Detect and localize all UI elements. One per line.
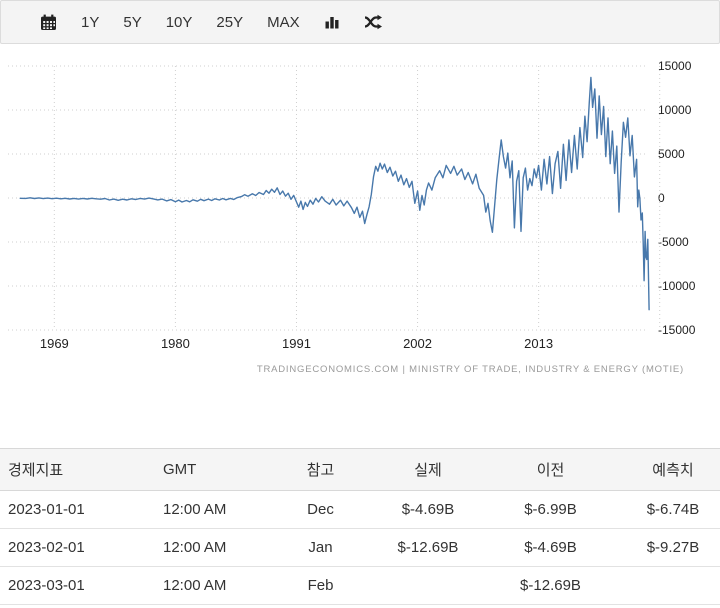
table-cell: $-4.69B — [368, 490, 488, 529]
table-cell: 12:00 AM — [158, 490, 273, 529]
shuffle-icon — [364, 14, 383, 30]
calendar-button[interactable] — [33, 10, 64, 35]
calendar-table-row[interactable]: 2023-03-01 12:00 AM Feb $-12.69B — [0, 566, 720, 605]
table-cell: Jan — [273, 528, 368, 567]
chart-type-button[interactable] — [317, 10, 347, 34]
economic-calendar-table: 경제지표 GMT 참고 실제 이전 예측치 2023-01-01 12:00 AM Dec $-… — [0, 448, 720, 605]
column-header-2: GMT — [158, 448, 273, 491]
range-button-25y[interactable]: 25Y — [209, 11, 250, 34]
table-cell: $-12.69B — [368, 528, 488, 567]
table-cell: 12:00 AM — [158, 566, 273, 605]
compare-shuffle-button[interactable] — [357, 10, 390, 34]
table-cell: $-12.69B — [488, 566, 613, 605]
table-cell: 2023-02-01 — [0, 528, 158, 567]
column-header-5: 이전 — [488, 448, 613, 491]
x-axis-label: 2002 — [403, 336, 432, 351]
range-button-5y[interactable]: 5Y — [116, 11, 148, 34]
range-button-1y[interactable]: 1Y — [74, 11, 106, 34]
table-cell: Dec — [273, 490, 368, 529]
y-axis-label: 15000 — [658, 59, 692, 73]
x-axis-label: 1969 — [40, 336, 69, 351]
table-header: 경제지표 GMT 참고 실제 이전 예측치 — [0, 448, 720, 491]
table-cell: 2023-01-01 — [0, 490, 158, 529]
table-cell: $-9.27B — [613, 528, 720, 567]
x-axis-label: 2013 — [524, 336, 553, 351]
table-cell: Feb — [273, 566, 368, 605]
y-axis-label: -5000 — [658, 235, 689, 249]
chart-attribution: TRADINGECONOMICS.COM | MINISTRY OF TRADE… — [257, 364, 684, 375]
column-header-4: 실제 — [368, 448, 488, 491]
y-axis-label: 0 — [658, 191, 665, 205]
range-button-10y[interactable]: 10Y — [159, 11, 200, 34]
column-header-6: 예측치 — [613, 448, 720, 491]
column-header-3: 참고 — [273, 448, 368, 491]
calendar-icon — [40, 14, 57, 31]
trade-balance-line-chart[interactable]: 15000 10000 5000 0 -5000 -10000 -15000 1969 1980… — [0, 44, 720, 376]
table-cell: $-6.99B — [488, 490, 613, 529]
series-line — [19, 76, 650, 311]
y-axis-label: 10000 — [658, 103, 692, 117]
calendar-table-row[interactable]: 2023-01-01 12:00 AM Dec $-4.69B $-6.99B $-6.7… — [0, 490, 720, 529]
table-cell: 12:00 AM — [158, 528, 273, 567]
y-axis-label: -10000 — [658, 279, 696, 293]
x-axis-label: 1980 — [161, 336, 190, 351]
table-cell: $-6.74B — [613, 490, 720, 529]
bar-chart-icon — [324, 14, 340, 30]
range-button-max[interactable]: MAX — [260, 11, 307, 34]
calendar-table-row[interactable]: 2023-02-01 12:00 AM Jan $-12.69B $-4.69B $-9.… — [0, 528, 720, 567]
chart[interactable]: 15000 10000 5000 0 -5000 -10000 -15000 1969 1980… — [0, 44, 720, 376]
y-axis-label: -15000 — [658, 323, 696, 337]
column-header-1: 경제지표 — [0, 448, 158, 491]
chart-toolbar: 1Y 5Y 10Y 25Y MAX — [0, 0, 720, 44]
y-axis-label: 5000 — [658, 147, 685, 161]
table-cell: $-4.69B — [488, 528, 613, 567]
table-cell: 2023-03-01 — [0, 566, 158, 605]
table-cell — [613, 566, 720, 605]
table-cell — [368, 566, 488, 605]
x-axis-label: 1991 — [282, 336, 311, 351]
